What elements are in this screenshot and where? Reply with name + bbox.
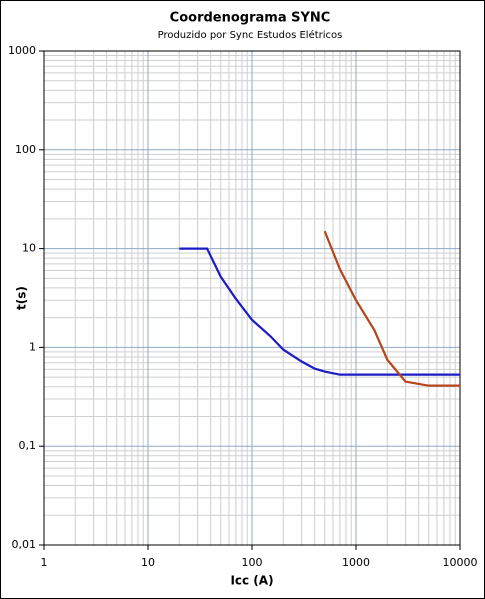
y-tick-label: 10: [22, 242, 36, 255]
x-tick-label: 10: [141, 556, 155, 569]
x-tick-label: 100: [242, 556, 263, 569]
plot-border: [43, 50, 461, 546]
x-tick-label: 10000: [443, 556, 478, 569]
y-tick-label: 1000: [8, 44, 36, 57]
y-tick-label: 1: [29, 340, 36, 353]
series-line: [179, 247, 460, 376]
y-tick-label: 0,01: [12, 538, 37, 551]
y-tick-label: 0,1: [19, 439, 37, 452]
y-tick-label: 100: [15, 143, 36, 156]
y-axis-label: t(s): [15, 286, 29, 310]
x-tick-label: 1000: [342, 556, 370, 569]
x-tick-label: 1: [41, 556, 48, 569]
series-line: [323, 230, 460, 387]
chart-title: Coordenograma SYNC: [170, 11, 331, 26]
chart-subtitle: Produzido por Sync Estudos Elétricos: [158, 29, 343, 41]
x-axis-label: Icc (A): [230, 574, 273, 588]
